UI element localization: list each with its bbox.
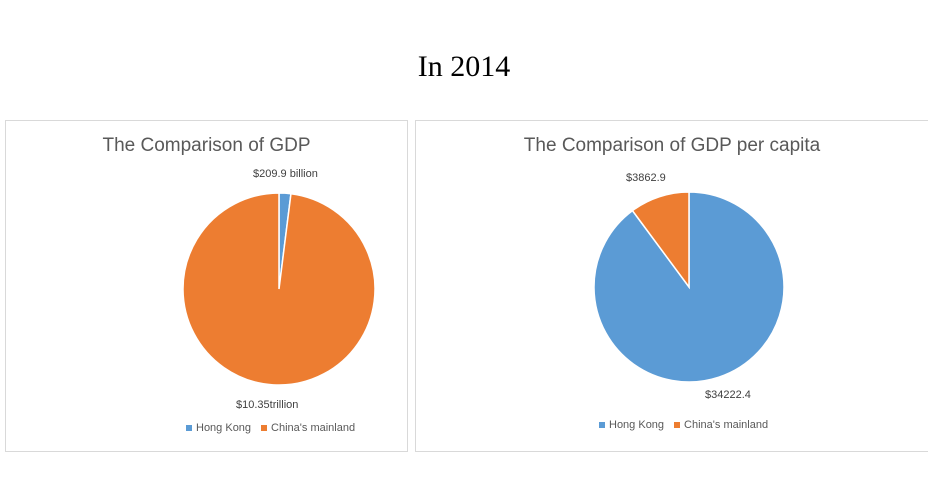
data-label-mainland: $3862.9 (626, 172, 666, 184)
legend-swatch-mainland (674, 422, 681, 428)
legend-label: Hong Kong (609, 419, 665, 431)
legend-swatch-hong-kong (599, 422, 605, 428)
data-label-hong-kong: $34222.4 (705, 389, 751, 401)
gdp-per-capita-pie (593, 191, 785, 383)
legend-item-hong-kong: Hong Kong (186, 422, 251, 434)
gdp-per-capita-chart: The Comparison of GDP per capita $3862.9… (415, 120, 928, 452)
legend: Hong Kong China's mainland (599, 419, 778, 431)
legend-label: China's mainland (684, 419, 769, 431)
legend-item-hong-kong: Hong Kong (599, 419, 664, 431)
legend-swatch-mainland (261, 425, 268, 431)
data-label-hong-kong: $209.9 billion (253, 168, 318, 180)
legend-label: China's mainland (271, 422, 356, 434)
chart-title: The Comparison of GDP per capita (523, 135, 821, 156)
gdp-chart: The Comparison of GDP $209.9 billion $10… (5, 120, 408, 452)
data-label-mainland: $10.35trillion (236, 399, 299, 411)
legend: Hong Kong China's mainland (186, 422, 365, 434)
legend-label: Hong Kong (196, 422, 252, 434)
gdp-pie (182, 192, 376, 386)
legend-item-mainland: China's mainland (674, 419, 768, 431)
chart-title: The Comparison of GDP (102, 135, 311, 156)
legend-swatch-hong-kong (186, 425, 192, 431)
legend-item-mainland: China's mainland (261, 422, 355, 434)
pie-slice-mainland (182, 192, 376, 386)
pie-slice-mainland (631, 191, 690, 290)
page-title: In 2014 (417, 50, 511, 83)
